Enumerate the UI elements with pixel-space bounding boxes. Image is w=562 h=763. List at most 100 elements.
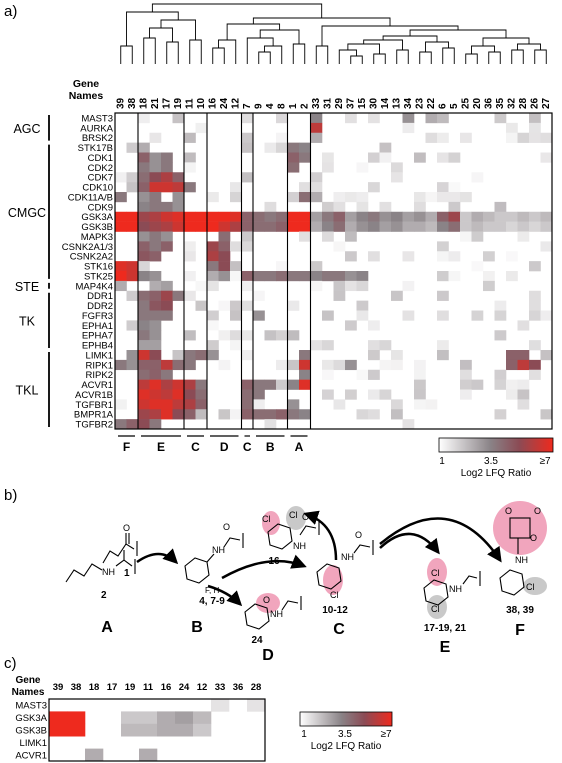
row-label-a: CDK7 [88, 173, 113, 184]
col-label-a-18: 18 [138, 97, 149, 109]
heatmap-a-cell [437, 290, 449, 301]
heatmap-a-cell [126, 359, 139, 371]
atom-cl-e2: Cl [431, 604, 440, 614]
group-label-TKL: TKL [16, 384, 39, 398]
heatmap-a-cell [345, 113, 357, 124]
col-label-a-1: 1 [288, 103, 299, 109]
heatmap-a-cell [540, 241, 553, 252]
col-label-c-24: 24 [179, 682, 190, 693]
legend-a-min: 1 [439, 456, 445, 467]
col-label-a-8: 8 [276, 103, 287, 109]
heatmap-a-cell [184, 350, 196, 361]
row-label-a: DDR1 [87, 291, 113, 302]
scheme-group-a: A [101, 619, 113, 636]
column-labels-a: 39 38 18 21 17 19 11 10 16 24 12 7 9 4 8 1 2 33 31 29 37 15 30… [115, 97, 552, 109]
row-label-a: ACVR1 [81, 380, 113, 391]
arrow-c-to-f [379, 517, 502, 563]
heatmap-c-cell [49, 711, 68, 725]
heatmap-a-cell [356, 310, 369, 321]
heatmap-a-cell [540, 211, 553, 222]
heatmap-a-cell [138, 389, 150, 400]
heatmap-a-cell [333, 211, 346, 222]
dendrogram-branch [259, 29, 300, 44]
heatmap-a-cell [460, 192, 472, 203]
heatmap-a-cell [161, 399, 173, 410]
row-label-a: TGFBR2 [76, 420, 113, 431]
heatmap-a-cell [264, 201, 277, 213]
heatmap-a-cell [218, 330, 231, 341]
col-label-a-29: 29 [334, 97, 345, 109]
heatmap-a-cell [322, 231, 334, 242]
heatmap-a-cell [184, 379, 196, 390]
arrow-c-to-e [379, 532, 440, 555]
heatmap-a-cell [138, 359, 150, 371]
heatmap-a-cell [460, 369, 472, 380]
highlight-16-cl1 [262, 511, 280, 535]
atom-o-f2: O [534, 506, 541, 516]
struct-b-ring [184, 557, 210, 584]
heatmap-a-cell [494, 300, 507, 311]
heatmap-a-cell [115, 280, 127, 292]
heatmap-a-cell [529, 340, 541, 351]
heatmap-a-cell [356, 300, 369, 311]
heatmap-a-cell [138, 182, 150, 193]
heatmap-a-cell [299, 211, 311, 222]
heatmap-a-cell [310, 261, 323, 272]
compound-17-19-21: 17-19, 21 [424, 623, 467, 634]
heatmap-a-cell [391, 350, 403, 361]
heatmap-a-cell [506, 359, 518, 371]
heatmap-a-cell [138, 300, 150, 311]
heatmap-a-cell [161, 359, 173, 371]
heatmap-a-cell [471, 310, 484, 321]
col-label-a-2: 2 [299, 103, 310, 109]
group-label-STE: STE [15, 280, 39, 294]
highlight-f-cl [523, 577, 547, 595]
heatmap-a-cell [149, 409, 162, 420]
dendrogram-branch [419, 51, 432, 60]
heatmap-a-cell [138, 419, 150, 430]
highlight-e-cl1 [427, 558, 447, 586]
heatmap-a-cell [264, 379, 277, 390]
heatmap-a-cell [517, 211, 530, 222]
heatmap-a-cell [161, 369, 173, 380]
dendrogram-branch [315, 45, 329, 60]
scheme-group-e: E [440, 639, 451, 656]
row-label-a: BRSK2 [82, 133, 113, 144]
heatmap-a-cell [253, 409, 265, 420]
heatmap-a-cell [483, 251, 495, 262]
heatmap-a-cell [356, 369, 369, 380]
heatmap-a-cell [448, 221, 461, 232]
heatmap-a-cell [414, 359, 426, 371]
heatmap-a-cell [517, 379, 530, 390]
heatmap-a-cell [506, 221, 518, 232]
arrow-c-to-16 [303, 510, 338, 561]
heatmap-a-cell [264, 409, 277, 420]
heatmap-a-cell [517, 389, 530, 400]
substituent-fh: F, H [205, 586, 219, 595]
dendrogram-branch [488, 51, 501, 60]
heatmap-a-cell [287, 300, 300, 311]
heatmap-a-cell [172, 113, 185, 124]
row-label-c: MAST3 [15, 701, 47, 712]
heatmap-a-cell [195, 399, 208, 410]
heatmap-a-cell [207, 251, 219, 262]
dendrogram-branch [166, 41, 179, 60]
col-label-c-28: 28 [251, 682, 262, 693]
heatmap-a-cell [379, 201, 392, 213]
highlight-e-cl2 [427, 595, 447, 619]
heatmap-a-cell [345, 271, 357, 282]
heatmap-a-cell [184, 162, 196, 173]
dendrogram-branch [252, 17, 391, 26]
heatmap-a-cell [345, 251, 357, 262]
struct-b-amide [223, 537, 241, 548]
heatmap-a-cell [184, 409, 196, 420]
heatmap-a-cell [195, 300, 208, 311]
col-label-a-17: 17 [161, 97, 172, 109]
row-label-a: CDK10 [82, 183, 113, 194]
heatmap-a-cell [437, 340, 449, 351]
heatmap-a-cell [138, 310, 150, 321]
heatmap-a-cell [207, 340, 219, 351]
heatmap-a-cell [138, 261, 150, 272]
gene-header-c-line2: Names [12, 687, 45, 698]
heatmap-a-cell [195, 280, 208, 292]
